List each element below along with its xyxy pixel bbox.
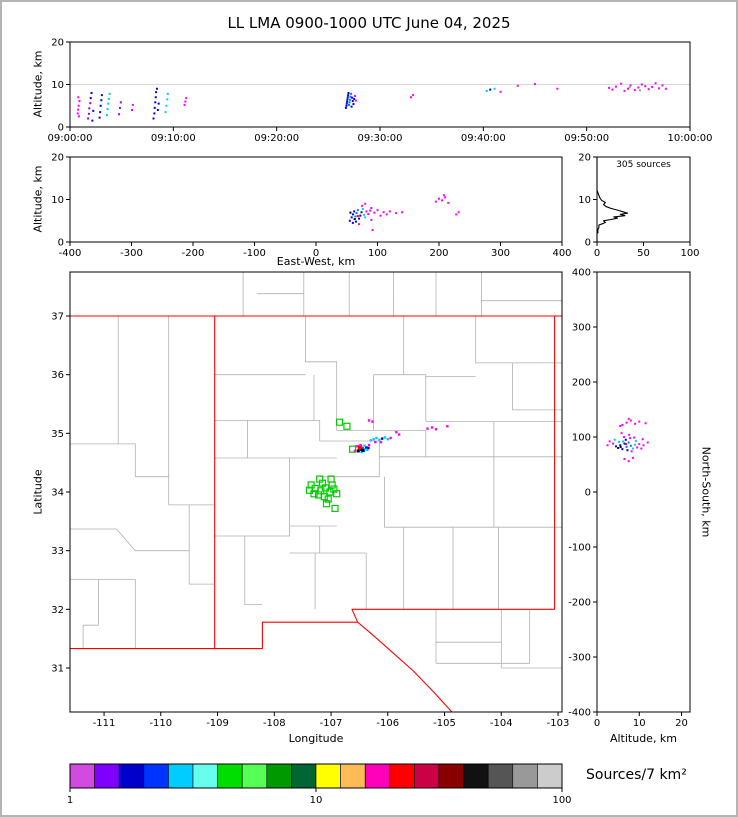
svg-text:300: 300	[491, 248, 510, 259]
ns_height-points	[606, 417, 649, 463]
ns-panel-ylabel: North-South, km	[699, 446, 713, 538]
svg-text:10: 10	[51, 80, 64, 91]
svg-text:100: 100	[680, 248, 699, 259]
svg-text:0: 0	[313, 248, 319, 259]
svg-text:20: 20	[675, 718, 688, 729]
svg-text:0: 0	[58, 238, 64, 249]
ew_height-panel: -400 -300 -200 -100 0 100 200 300 400 0 10 20	[51, 153, 571, 260]
time_height-points	[76, 82, 667, 122]
svg-text:200: 200	[572, 378, 591, 389]
map-points	[353, 419, 449, 454]
svg-text:20: 20	[51, 38, 64, 49]
svg-text:0: 0	[594, 248, 600, 259]
flash-centroid-squares	[305, 418, 357, 513]
svg-text:300: 300	[572, 323, 591, 334]
svg-text:31: 31	[51, 664, 64, 675]
plot-title: LL LMA 0900-1000 UTC June 04, 2025	[227, 14, 511, 32]
svg-text:-300: -300	[568, 653, 591, 664]
svg-text:-100: -100	[568, 543, 591, 554]
svg-text:-105: -105	[433, 718, 456, 729]
svg-text:400: 400	[572, 268, 591, 279]
map-panel: -111 -110 -109 -108 -107 -106 -105 -104 -103 31 32…	[51, 271, 570, 729]
svg-text:-100: -100	[243, 248, 266, 259]
svg-text:-111: -111	[93, 718, 116, 729]
svg-text:0: 0	[594, 718, 600, 729]
svg-text:-400: -400	[568, 708, 591, 719]
svg-text:-104: -104	[490, 718, 513, 729]
svg-text:09:00:00: 09:00:00	[48, 133, 93, 144]
svg-text:50: 50	[637, 248, 650, 259]
svg-text:-400: -400	[59, 248, 82, 259]
svg-text:20: 20	[51, 153, 64, 164]
svg-text:34: 34	[51, 488, 64, 499]
sources-count: 305 sources	[616, 160, 671, 170]
map-xlabel: Longitude	[288, 732, 344, 745]
svg-text:09:10:00: 09:10:00	[151, 133, 196, 144]
map-ylabel: Latitude	[31, 469, 45, 515]
svg-text:10: 10	[51, 195, 64, 206]
svg-text:32: 32	[51, 605, 64, 616]
ew-panel-ylabel: Altitude, km	[31, 165, 45, 233]
ns-panel-xlabel: Altitude, km	[609, 732, 678, 745]
svg-text:09:20:00: 09:20:00	[254, 133, 299, 144]
svg-text:09:50:00: 09:50:00	[564, 133, 609, 144]
time-panel-ylabel: Altitude, km	[31, 50, 45, 118]
svg-text:10: 10	[633, 718, 646, 729]
svg-text:0: 0	[585, 238, 591, 249]
svg-text:-110: -110	[149, 718, 172, 729]
svg-text:0: 0	[585, 488, 591, 499]
time_height-panel: 09:00:00 09:10:00 09:20:00 09:30:00 09:40:00…	[48, 38, 713, 145]
svg-text:-200: -200	[568, 598, 591, 609]
svg-text:10:00:00: 10:00:00	[668, 133, 713, 144]
svg-text:100: 100	[552, 795, 571, 806]
ew_height-points	[348, 194, 460, 232]
svg-text:09:40:00: 09:40:00	[461, 133, 506, 144]
svg-text:-103: -103	[547, 718, 570, 729]
svg-text:400: 400	[552, 248, 571, 259]
svg-text:35: 35	[51, 429, 64, 440]
svg-text:20: 20	[578, 153, 591, 164]
alt_histogram-panel: 0 50 100 0 10 20	[578, 153, 699, 260]
svg-text:200: 200	[429, 248, 448, 259]
svg-text:-109: -109	[206, 718, 229, 729]
ew-panel-xlabel: East-West, km	[276, 255, 356, 268]
ns_height-panel: 0 10 20 400 300 200 100 0 -100 -200 -300 -400	[568, 268, 691, 729]
svg-text:10: 10	[578, 195, 591, 206]
svg-text:1: 1	[67, 795, 73, 806]
svg-text:0: 0	[58, 123, 64, 134]
svg-text:-106: -106	[376, 718, 399, 729]
svg-text:-300: -300	[120, 248, 143, 259]
svg-text:-200: -200	[182, 248, 205, 259]
svg-text:37: 37	[51, 312, 64, 323]
svg-text:36: 36	[51, 370, 64, 381]
colorbar-panel: 1 10 100	[67, 763, 572, 806]
svg-text:33: 33	[51, 546, 64, 557]
colorbar-label: Sources/7 km²	[586, 767, 687, 783]
svg-text:100: 100	[572, 433, 591, 444]
svg-text:-107: -107	[320, 718, 343, 729]
county-borders	[70, 272, 562, 669]
svg-text:-108: -108	[263, 718, 286, 729]
svg-text:100: 100	[368, 248, 387, 259]
svg-text:10: 10	[310, 795, 323, 806]
svg-text:09:30:00: 09:30:00	[358, 133, 403, 144]
state-borders	[70, 315, 562, 713]
